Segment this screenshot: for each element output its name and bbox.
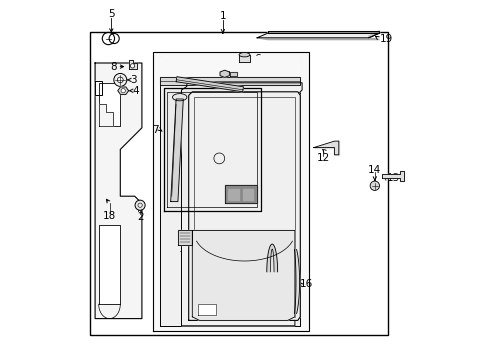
Text: 3: 3 (130, 75, 137, 85)
Text: 2: 2 (137, 212, 143, 222)
Polygon shape (128, 60, 136, 69)
Polygon shape (230, 72, 237, 76)
Polygon shape (368, 31, 379, 38)
Polygon shape (176, 77, 243, 92)
Text: 16: 16 (300, 279, 313, 289)
Polygon shape (188, 92, 300, 320)
Text: 18: 18 (102, 211, 116, 221)
Polygon shape (224, 185, 257, 203)
Circle shape (114, 73, 126, 86)
Polygon shape (192, 230, 294, 320)
Polygon shape (257, 38, 379, 40)
Polygon shape (163, 88, 260, 211)
Bar (89, 32, 387, 335)
Polygon shape (152, 52, 309, 331)
Polygon shape (99, 83, 120, 126)
Polygon shape (178, 230, 192, 245)
Ellipse shape (172, 94, 186, 101)
Polygon shape (257, 33, 379, 38)
Polygon shape (160, 77, 300, 85)
Text: 13: 13 (386, 173, 399, 183)
Polygon shape (266, 244, 277, 272)
Text: 15: 15 (265, 273, 278, 283)
Polygon shape (99, 104, 113, 126)
Polygon shape (118, 87, 128, 94)
Text: 11: 11 (197, 92, 210, 102)
Polygon shape (242, 189, 253, 200)
Text: 12: 12 (316, 153, 329, 163)
Polygon shape (181, 83, 302, 326)
Polygon shape (381, 171, 403, 181)
Polygon shape (267, 31, 379, 33)
Text: 4: 4 (132, 86, 139, 96)
Text: 10: 10 (188, 69, 202, 79)
Text: 17: 17 (178, 244, 191, 254)
Text: 9: 9 (244, 83, 251, 93)
Text: 7: 7 (152, 125, 159, 135)
Polygon shape (99, 225, 120, 304)
Polygon shape (95, 63, 142, 319)
Polygon shape (95, 81, 102, 95)
Text: 19: 19 (379, 33, 392, 44)
Circle shape (117, 77, 123, 83)
Polygon shape (160, 56, 300, 326)
Text: 1: 1 (219, 11, 226, 21)
Circle shape (369, 181, 379, 190)
Polygon shape (170, 99, 183, 202)
Polygon shape (197, 304, 215, 315)
Text: 5: 5 (108, 9, 114, 19)
Circle shape (135, 200, 145, 210)
Polygon shape (220, 70, 229, 77)
Ellipse shape (239, 53, 249, 57)
Text: 6: 6 (254, 54, 261, 64)
Polygon shape (160, 56, 300, 77)
Polygon shape (313, 141, 338, 155)
Text: 8: 8 (110, 62, 117, 72)
Text: 14: 14 (367, 165, 381, 175)
Polygon shape (294, 249, 299, 314)
Polygon shape (239, 55, 249, 62)
Circle shape (121, 89, 125, 93)
Polygon shape (228, 189, 239, 200)
Circle shape (130, 64, 134, 68)
